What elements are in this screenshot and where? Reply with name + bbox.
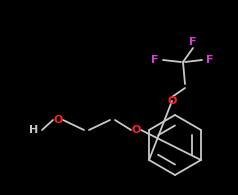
Text: O: O xyxy=(131,125,141,135)
Text: O: O xyxy=(167,96,177,106)
Text: F: F xyxy=(151,55,159,65)
Text: F: F xyxy=(189,37,197,47)
Text: F: F xyxy=(206,55,214,65)
Text: H: H xyxy=(29,125,39,135)
Text: O: O xyxy=(53,115,63,125)
